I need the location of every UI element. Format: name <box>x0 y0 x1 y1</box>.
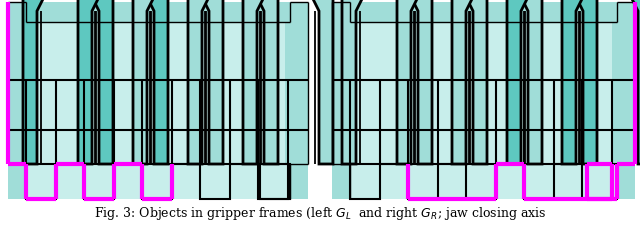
Polygon shape <box>78 0 168 164</box>
Bar <box>31 23 285 164</box>
Polygon shape <box>133 0 223 164</box>
Polygon shape <box>350 164 617 199</box>
Polygon shape <box>188 0 278 164</box>
Polygon shape <box>452 0 542 164</box>
Bar <box>355 23 612 164</box>
Polygon shape <box>397 0 487 164</box>
Polygon shape <box>23 0 113 164</box>
Bar <box>8 3 308 199</box>
Bar <box>350 164 617 199</box>
Bar <box>26 164 290 199</box>
Polygon shape <box>507 0 597 164</box>
Polygon shape <box>562 0 640 164</box>
Text: Fig. 3: Objects in gripper frames (left $G_L$  and right $G_R$; jaw closing axis: Fig. 3: Objects in gripper frames (left … <box>93 204 547 221</box>
Bar <box>332 3 635 199</box>
Polygon shape <box>342 0 432 164</box>
Polygon shape <box>243 0 333 164</box>
Polygon shape <box>26 164 290 199</box>
